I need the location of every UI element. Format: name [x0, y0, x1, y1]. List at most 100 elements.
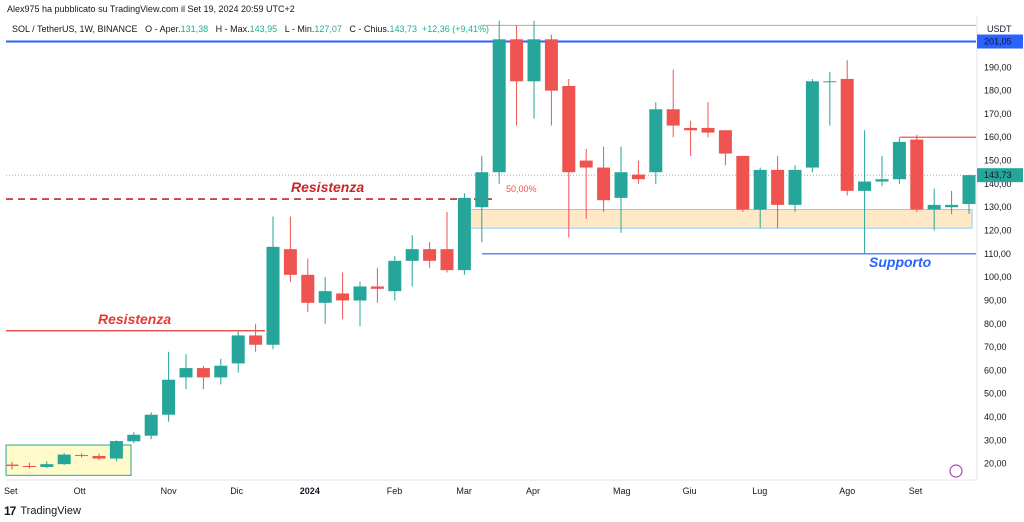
change-value: +12,36 (+9,41%): [421, 24, 490, 34]
candle-body: [92, 455, 106, 459]
candle-body: [249, 335, 263, 345]
candle-body: [388, 260, 402, 292]
candle-body: [266, 246, 280, 345]
x-tick-label: Feb: [387, 486, 403, 496]
candle-body: [666, 109, 680, 126]
candle-body: [510, 39, 524, 82]
tradingview-brand: TradingView: [20, 505, 81, 517]
price-badge-201: [977, 34, 1023, 49]
current-price-badge-text: 143,73: [984, 170, 1012, 180]
candle-body: [875, 179, 889, 182]
candle-body: [57, 454, 71, 465]
candle-body: [475, 172, 489, 208]
candle-body: [492, 39, 506, 173]
candle-body: [423, 249, 437, 261]
candle-body: [597, 167, 611, 201]
candle-body: [5, 464, 19, 467]
y-tick-label: 170,00: [984, 109, 1012, 119]
candle-body: [614, 172, 628, 198]
tradingview-footer[interactable]: 17 TradingView: [4, 504, 81, 518]
x-tick-label: Nov: [161, 486, 178, 496]
candle-body: [196, 368, 210, 378]
open-value: 131,38: [180, 24, 209, 34]
candle-body: [858, 181, 872, 191]
y-tick-label: 110,00: [984, 249, 1011, 259]
support-label: Supporto: [869, 254, 932, 270]
candle-body: [22, 466, 36, 468]
candle-body: [649, 109, 663, 173]
y-tick-label: 100,00: [984, 272, 1012, 282]
open-label: O - Aper.: [145, 24, 181, 34]
candle-body: [457, 197, 471, 271]
candle-body: [283, 249, 297, 275]
candle-body: [301, 274, 315, 303]
low-value: 127,07: [314, 24, 342, 34]
candle-body: [179, 368, 193, 378]
candle-body: [527, 39, 541, 82]
candle-body: [562, 85, 576, 173]
candle-body: [771, 169, 785, 205]
candle-body: [214, 365, 228, 378]
y-tick-label: 60,00: [984, 365, 1007, 375]
candle-body: [805, 81, 819, 168]
candle-body: [945, 204, 959, 208]
candle-body: [109, 441, 123, 459]
fib-50-label: 50,00%: [506, 184, 537, 194]
candle-body: [753, 169, 767, 210]
currency-unit: USDT: [987, 24, 1012, 34]
y-tick-label: 140,00: [984, 179, 1012, 189]
resistance-label-lower: Resistenza: [98, 311, 171, 327]
candle-body: [910, 139, 924, 210]
candle-body: [544, 39, 558, 91]
y-tick-label: 80,00: [984, 319, 1007, 329]
candle-body: [892, 141, 906, 180]
candle-body: [405, 249, 419, 261]
close-label: C - Chius.: [349, 24, 390, 34]
y-tick-label: 150,00: [984, 156, 1012, 166]
x-tick-label: Set: [909, 486, 923, 496]
candle-body: [701, 127, 715, 133]
symbol-name[interactable]: SOL / TetherUS, 1W, BINANCE: [12, 24, 138, 34]
candle-body: [927, 204, 941, 210]
resistance-label-upper: Resistenza: [291, 179, 364, 195]
x-tick-label: 2024: [300, 486, 320, 496]
x-tick-label: Mag: [613, 486, 631, 496]
candle-body: [684, 127, 698, 131]
x-tick-label: Ago: [839, 486, 855, 496]
x-tick-label: Giu: [683, 486, 697, 496]
candle-body: [579, 160, 593, 168]
candle-body: [823, 81, 837, 83]
y-tick-label: 190,00: [984, 62, 1012, 72]
x-tick-label: Apr: [526, 486, 540, 496]
candle-body: [788, 169, 802, 205]
high-label: H - Max.: [215, 24, 250, 34]
candle-body: [318, 291, 332, 303]
support-zone: [463, 209, 973, 229]
x-tick-label: Dic: [230, 486, 243, 496]
high-value: 143,95: [249, 24, 278, 34]
current-price-badge: [977, 168, 1023, 183]
candle-body: [840, 78, 854, 191]
publisher-line: Alex975 ha pubblicato su TradingView.com…: [7, 4, 295, 14]
x-tick-label: Lug: [752, 486, 767, 496]
candle-body: [440, 249, 454, 271]
y-tick-label: 130,00: [984, 202, 1012, 212]
y-tick-label: 20,00: [984, 459, 1007, 469]
candle-body: [75, 455, 89, 457]
lightning-icon: [949, 464, 963, 478]
candle-body: [718, 130, 732, 154]
candle-body: [162, 379, 176, 415]
y-tick-label: 30,00: [984, 435, 1007, 445]
candle-body: [962, 175, 976, 204]
x-tick-label: Ott: [74, 486, 87, 496]
y-tick-label: 90,00: [984, 295, 1007, 305]
y-tick-label: 160,00: [984, 132, 1012, 142]
y-tick-label: 180,00: [984, 86, 1012, 96]
y-tick-label: 70,00: [984, 342, 1007, 352]
ohlc-legend: SOL / TetherUS, 1W, BINANCE O - Aper.131…: [12, 24, 489, 34]
candle-body: [353, 286, 367, 301]
price-badge-201-text: 201,05: [984, 37, 1012, 47]
x-tick-label: Mar: [456, 486, 472, 496]
candle-body: [144, 414, 158, 436]
